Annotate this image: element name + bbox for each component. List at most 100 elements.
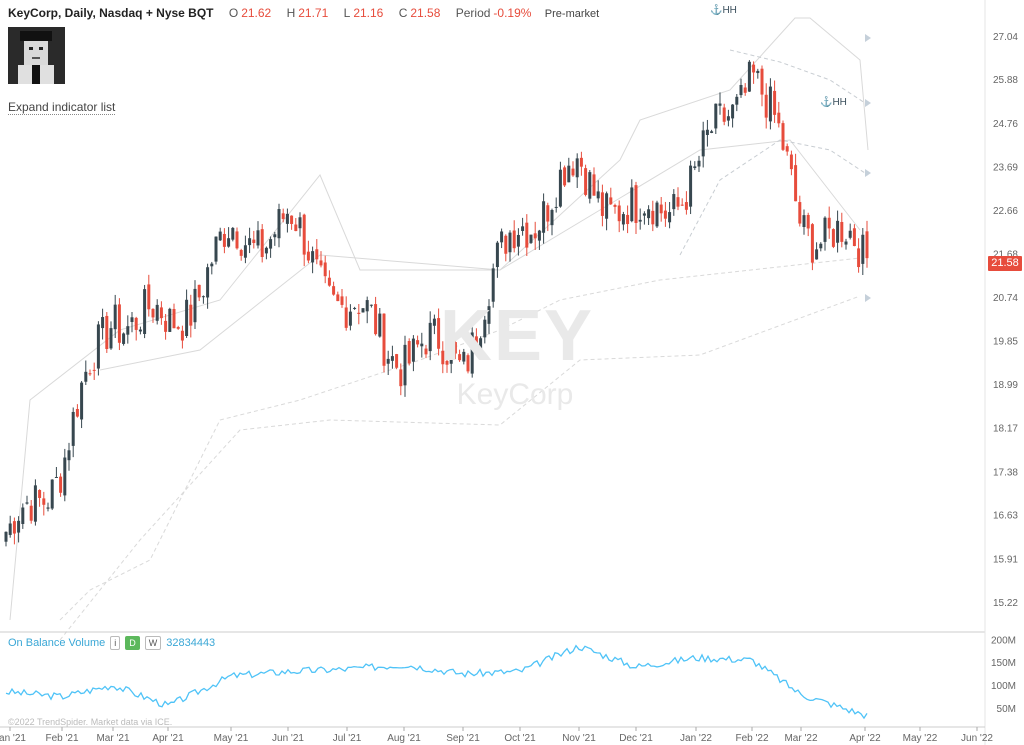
candle-body <box>84 371 88 382</box>
candle-body <box>29 505 33 521</box>
candle-body <box>600 192 604 216</box>
price-tick-label: 24.76 <box>993 119 1018 130</box>
candle-body <box>336 294 340 302</box>
candle-body <box>222 233 226 247</box>
candle-body <box>861 234 865 264</box>
price-tick-label: 25.88 <box>993 75 1018 86</box>
candle-body <box>306 251 310 261</box>
symbol-title: KeyCorp, Daily, Nasdaq + Nyse BQT <box>8 6 214 20</box>
candle-body <box>227 238 231 247</box>
candle-body <box>705 129 709 135</box>
candle-body <box>172 308 176 329</box>
candle-body <box>693 166 697 169</box>
candle-body <box>327 277 331 286</box>
obv-tick-label: 50M <box>997 704 1016 715</box>
candle-body <box>533 233 537 239</box>
candle-body <box>180 330 184 341</box>
candle-body <box>386 358 390 364</box>
time-tick-label: Nov '21 <box>562 733 596 744</box>
candle-body <box>445 360 449 365</box>
time-tick-label: Jun '21 <box>272 733 304 744</box>
candle-body <box>4 531 8 542</box>
time-tick-label: Aug '21 <box>387 733 421 744</box>
candle-body <box>852 228 856 247</box>
candle-body <box>390 356 394 361</box>
candle-body <box>96 324 100 369</box>
info-icon[interactable]: i <box>110 636 121 650</box>
candle-body <box>365 300 369 312</box>
candle-body <box>542 201 546 233</box>
candle-body <box>592 174 596 196</box>
candle-body <box>71 411 75 446</box>
candle-body <box>642 213 646 216</box>
candle-body <box>311 251 315 263</box>
low-value: 21.16 <box>353 6 384 20</box>
candle-body <box>722 107 726 122</box>
candle-body <box>348 311 352 326</box>
candle-body <box>558 169 562 207</box>
candle-body <box>630 187 634 222</box>
projection-line <box>729 49 869 106</box>
candle-body <box>323 262 327 277</box>
candle-body <box>462 351 466 362</box>
candle-body <box>491 268 495 302</box>
weekly-chip[interactable]: W <box>144 636 162 650</box>
open-label: O <box>228 6 239 20</box>
candle-body <box>697 160 701 167</box>
chart-header: KeyCorp, Daily, Nasdaq + Nyse BQT O 21.62… <box>8 6 599 20</box>
candle-body <box>529 234 533 243</box>
candle-body <box>281 213 285 219</box>
expand-indicator-list-link[interactable]: Expand indicator list <box>8 100 116 115</box>
copyright-note: ©2022 TrendSpider. Market data via ICE. <box>8 717 173 727</box>
projection-arrow <box>865 294 871 302</box>
candle-body <box>857 248 861 268</box>
candle-body <box>378 313 382 337</box>
candle-body <box>197 284 201 298</box>
candle-body <box>504 235 508 254</box>
candle-body <box>823 217 827 242</box>
daily-chip[interactable]: D <box>125 636 140 650</box>
candle-body <box>206 267 210 298</box>
last-price-tag: 21.58 <box>988 256 1022 271</box>
candle-body <box>264 247 268 254</box>
candle-body <box>294 224 298 232</box>
candle-body <box>756 70 760 74</box>
candle-body <box>810 224 814 263</box>
candle-body <box>302 214 306 255</box>
candle-body <box>134 317 138 330</box>
time-tick-label: May '22 <box>903 733 938 744</box>
candle-body <box>500 231 504 243</box>
candle-body <box>332 286 336 295</box>
candle-body <box>105 315 109 349</box>
candle-body <box>571 168 575 176</box>
candle-body <box>458 354 462 361</box>
candle-body <box>655 202 659 227</box>
candle-body <box>67 450 71 461</box>
candle-body <box>395 354 399 368</box>
candle-body <box>256 230 260 246</box>
candle-body <box>525 222 529 248</box>
candle-body <box>588 172 592 199</box>
projection-line <box>679 139 869 256</box>
price-tick-label: 19.85 <box>993 336 1018 347</box>
candle-body <box>239 250 243 256</box>
candle-body <box>638 219 642 222</box>
candle-body <box>609 197 613 205</box>
avatar[interactable] <box>8 27 65 84</box>
candle-body <box>25 502 29 504</box>
price-tick-label: 15.91 <box>993 554 1018 565</box>
candle-body <box>59 476 63 493</box>
time-tick-label: Mar '22 <box>784 733 817 744</box>
candle-body <box>189 304 193 326</box>
close-label: C <box>398 6 408 20</box>
candle-body <box>143 289 147 334</box>
obv-label[interactable]: On Balance Volume <box>8 637 106 649</box>
candle-body <box>672 194 676 210</box>
candle-body <box>277 209 281 239</box>
projection-line <box>59 295 861 641</box>
candle-body <box>424 348 428 355</box>
period-label: Period <box>455 6 491 20</box>
candle-body <box>340 296 344 305</box>
time-tick-label: Sep '21 <box>446 733 480 744</box>
